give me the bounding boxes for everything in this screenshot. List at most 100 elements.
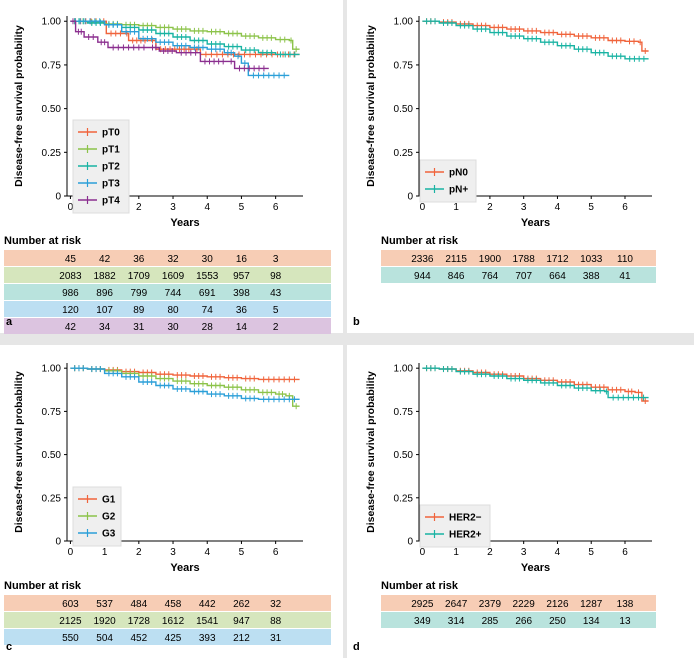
y-tick-label-a: 1.00 [42, 17, 62, 28]
risk-row-a-pt3 [4, 301, 331, 317]
risk-row-a-pt4 [4, 318, 331, 334]
legend-label-d-her2: HER2+ [449, 530, 482, 541]
risk-value-a-pt4: 28 [202, 322, 214, 333]
risk-value-b-pn0: 1712 [546, 254, 569, 265]
risk-value-a-pt3: 120 [62, 305, 79, 316]
risk-value-d-her2: 314 [448, 616, 465, 627]
x-tick-label-b: 0 [420, 202, 426, 213]
legend-label-b-pn0: pN0 [449, 168, 468, 179]
x-tick-label-a: 6 [273, 202, 279, 213]
risk-value-c-g3: 504 [96, 633, 113, 644]
y-axis-label-a: Disease-free survival probability [13, 25, 25, 187]
risk-value-d-her2: 2925 [411, 599, 434, 610]
risk-value-a-pt3: 107 [96, 305, 113, 316]
risk-value-b-pn: 388 [583, 271, 600, 282]
y-tick-label-b: 0.50 [394, 104, 414, 115]
risk-value-d-her2: 2647 [445, 599, 468, 610]
risk-value-b-pn: 664 [549, 271, 566, 282]
risk-value-a-pt4: 42 [65, 322, 77, 333]
risk-value-a-pt1: 1553 [196, 271, 219, 282]
risk-value-b-pn0: 1033 [580, 254, 603, 265]
risk-value-c-g2: 2125 [59, 616, 82, 627]
risk-row-c-g1 [4, 595, 331, 611]
risk-value-c-g2: 88 [270, 616, 282, 627]
risk-value-a-pt4: 14 [236, 322, 248, 333]
curve-c-g3 [70, 367, 300, 400]
legend-label-c-g2: G2 [102, 512, 116, 523]
risk-value-b-pn: 707 [515, 271, 532, 282]
panel-a: 00.250.500.751.000123456YearsDisease-fre… [0, 0, 343, 334]
x-tick-label-d: 3 [521, 547, 527, 558]
risk-value-b-pn0: 110 [617, 254, 633, 265]
x-axis-label-a: Years [170, 217, 199, 229]
risk-value-c-g1: 262 [233, 599, 250, 610]
x-tick-label-b: 3 [521, 202, 527, 213]
risk-value-c-g2: 1541 [196, 616, 219, 627]
risk-value-a-pt2: 398 [233, 288, 250, 299]
y-tick-label-a: 0 [55, 192, 61, 203]
risk-value-b-pn: 764 [482, 271, 499, 282]
risk-value-d-her2: 250 [549, 616, 566, 627]
km-chart-d: 0 0.25 0.50 0.75 1.00 0 1 2 3 4 5 6 Years Disease-fre… [353, 363, 656, 653]
risk-value-a-pt2: 691 [199, 288, 216, 299]
risk-value-a-pt1: 1609 [162, 271, 185, 282]
risk-value-a-pt2: 43 [270, 288, 282, 299]
risk-value-c-g2: 947 [233, 616, 250, 627]
risk-row-a-pt1 [4, 267, 331, 283]
legend-label-c-g1: G1 [102, 495, 116, 506]
risk-row-c-g3 [4, 629, 331, 645]
risk-row-d-her2 [381, 612, 656, 628]
risk-value-a-pt1: 2083 [59, 271, 82, 282]
risk-value-a-pt0: 32 [167, 254, 179, 265]
risk-value-c-g2: 1728 [128, 616, 151, 627]
y-tick-label-a: 0.50 [42, 104, 62, 115]
y-tick-label-b: 1.00 [394, 17, 414, 28]
risk-value-d-her2: 2126 [546, 599, 569, 610]
risk-value-a-pt0: 3 [273, 254, 279, 265]
legend-label-a-pt0: pT0 [102, 128, 120, 139]
risk-value-c-g3: 452 [130, 633, 147, 644]
x-tick-label-d: 1 [453, 547, 459, 558]
panel-d: 0 0.25 0.50 0.75 1.00 0 1 2 3 4 5 6 Years Disease-fre… [347, 345, 694, 658]
risk-value-d-her2: 134 [583, 616, 600, 627]
km-chart-c: 0 0.25 0.50 0.75 1.00 0 1 2 3 4 5 6 Years Disease-fre… [4, 363, 331, 653]
risk-row-a-pt2 [4, 284, 331, 300]
x-axis-label-c: Years [170, 562, 199, 574]
risk-value-c-g1: 458 [165, 599, 182, 610]
panel-c: 0 0.25 0.50 0.75 1.00 0 1 2 3 4 5 6 Years Disease-fre… [0, 345, 343, 658]
risk-row-b-pn [381, 267, 656, 283]
risk-value-b-pn: 944 [414, 271, 431, 282]
risk-value-a-pt0: 42 [99, 254, 111, 265]
risk-value-c-g3: 550 [62, 633, 79, 644]
legend-b [419, 159, 477, 203]
risk-header-a: Number at risk [4, 235, 82, 247]
risk-value-d-her2: 266 [515, 616, 532, 627]
legend-label-d-her2: HER2− [449, 513, 482, 524]
risk-value-c-g3: 31 [270, 633, 282, 644]
risk-value-a-pt4: 31 [133, 322, 145, 333]
risk-value-b-pn: 846 [448, 271, 465, 282]
risk-value-d-her2: 1287 [580, 599, 603, 610]
risk-value-a-pt4: 30 [167, 322, 179, 333]
y-tick-label-c: 0.50 [42, 450, 62, 461]
x-axis-label-d: Years [521, 562, 550, 574]
x-tick-label-a: 3 [170, 202, 176, 213]
risk-value-d-her2: 2229 [513, 599, 536, 610]
risk-row-b-pn0 [381, 250, 656, 266]
x-tick-label-c: 0 [68, 547, 74, 558]
risk-value-c-g1: 537 [96, 599, 113, 610]
km-chart-b: 0 0.25 0.50 0.75 1.00 0 1 2 3 4 5 6 Years Disease-fre… [353, 16, 656, 328]
panel-b: 0 0.25 0.50 0.75 1.00 0 1 2 3 4 5 6 Years Disease-fre… [347, 0, 694, 333]
risk-header-c: Number at risk [4, 580, 82, 592]
risk-value-a-pt4: 34 [99, 322, 111, 333]
legend-label-b-pn: pN+ [449, 185, 468, 196]
y-axis-label-b: Disease-free survival probability [365, 25, 377, 187]
x-tick-label-c: 5 [239, 547, 245, 558]
x-tick-label-a: 5 [239, 202, 245, 213]
x-tick-label-d: 2 [487, 547, 493, 558]
y-tick-label-a: 0.75 [42, 60, 62, 71]
x-tick-label-b: 4 [555, 202, 561, 213]
x-tick-label-d: 6 [622, 547, 628, 558]
risk-value-b-pn: 41 [619, 271, 631, 282]
risk-value-d-her2: 349 [414, 616, 431, 627]
